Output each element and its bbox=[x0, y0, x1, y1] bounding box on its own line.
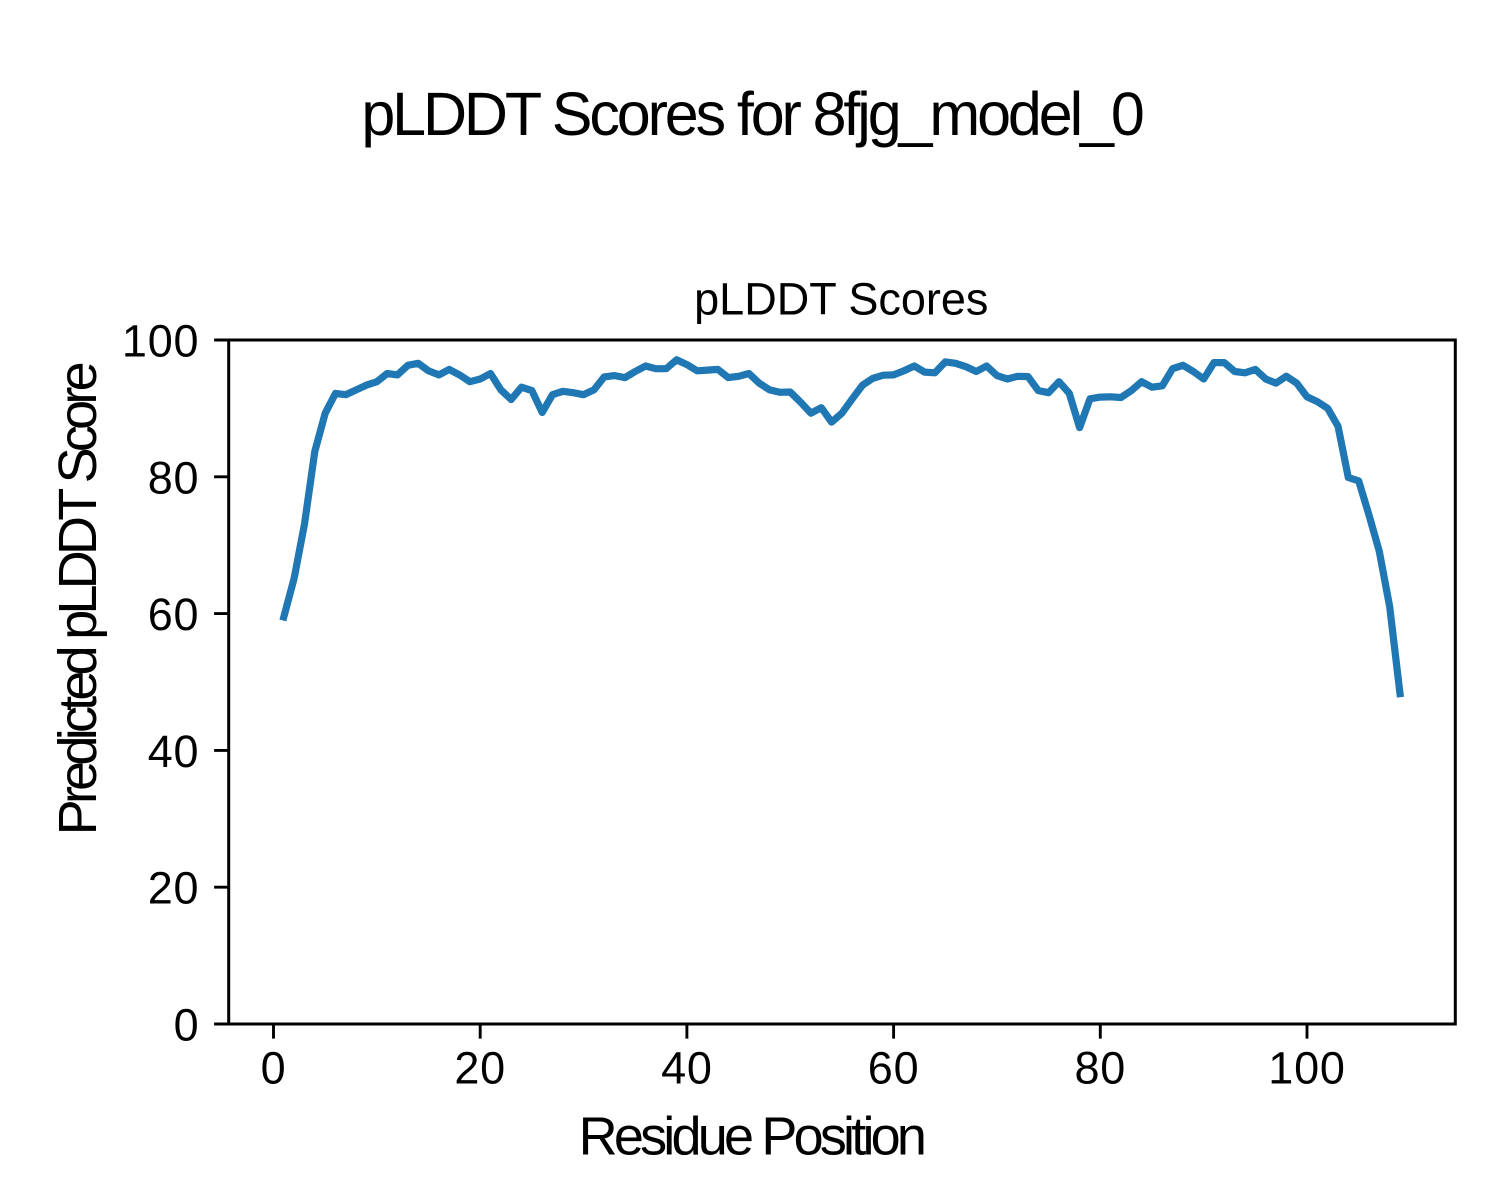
svg-text:60: 60 bbox=[868, 1043, 920, 1094]
svg-text:Residue Position: Residue Position bbox=[579, 1107, 924, 1167]
svg-text:20: 20 bbox=[454, 1043, 506, 1094]
svg-text:pLDDT Scores for 8fjg_model_0: pLDDT Scores for 8fjg_model_0 bbox=[361, 80, 1143, 148]
svg-text:100: 100 bbox=[1268, 1043, 1345, 1094]
svg-text:80: 80 bbox=[1074, 1043, 1126, 1094]
svg-text:40: 40 bbox=[148, 726, 200, 777]
svg-text:100: 100 bbox=[122, 316, 199, 367]
svg-text:20: 20 bbox=[148, 863, 200, 914]
svg-text:60: 60 bbox=[148, 589, 200, 640]
svg-text:pLDDT Scores: pLDDT Scores bbox=[694, 273, 988, 324]
svg-text:0: 0 bbox=[174, 1000, 200, 1051]
svg-text:0: 0 bbox=[261, 1043, 287, 1094]
svg-text:80: 80 bbox=[148, 452, 200, 503]
svg-text:40: 40 bbox=[661, 1043, 713, 1094]
svg-text:Predicted pLDDT Score: Predicted pLDDT Score bbox=[48, 361, 108, 835]
